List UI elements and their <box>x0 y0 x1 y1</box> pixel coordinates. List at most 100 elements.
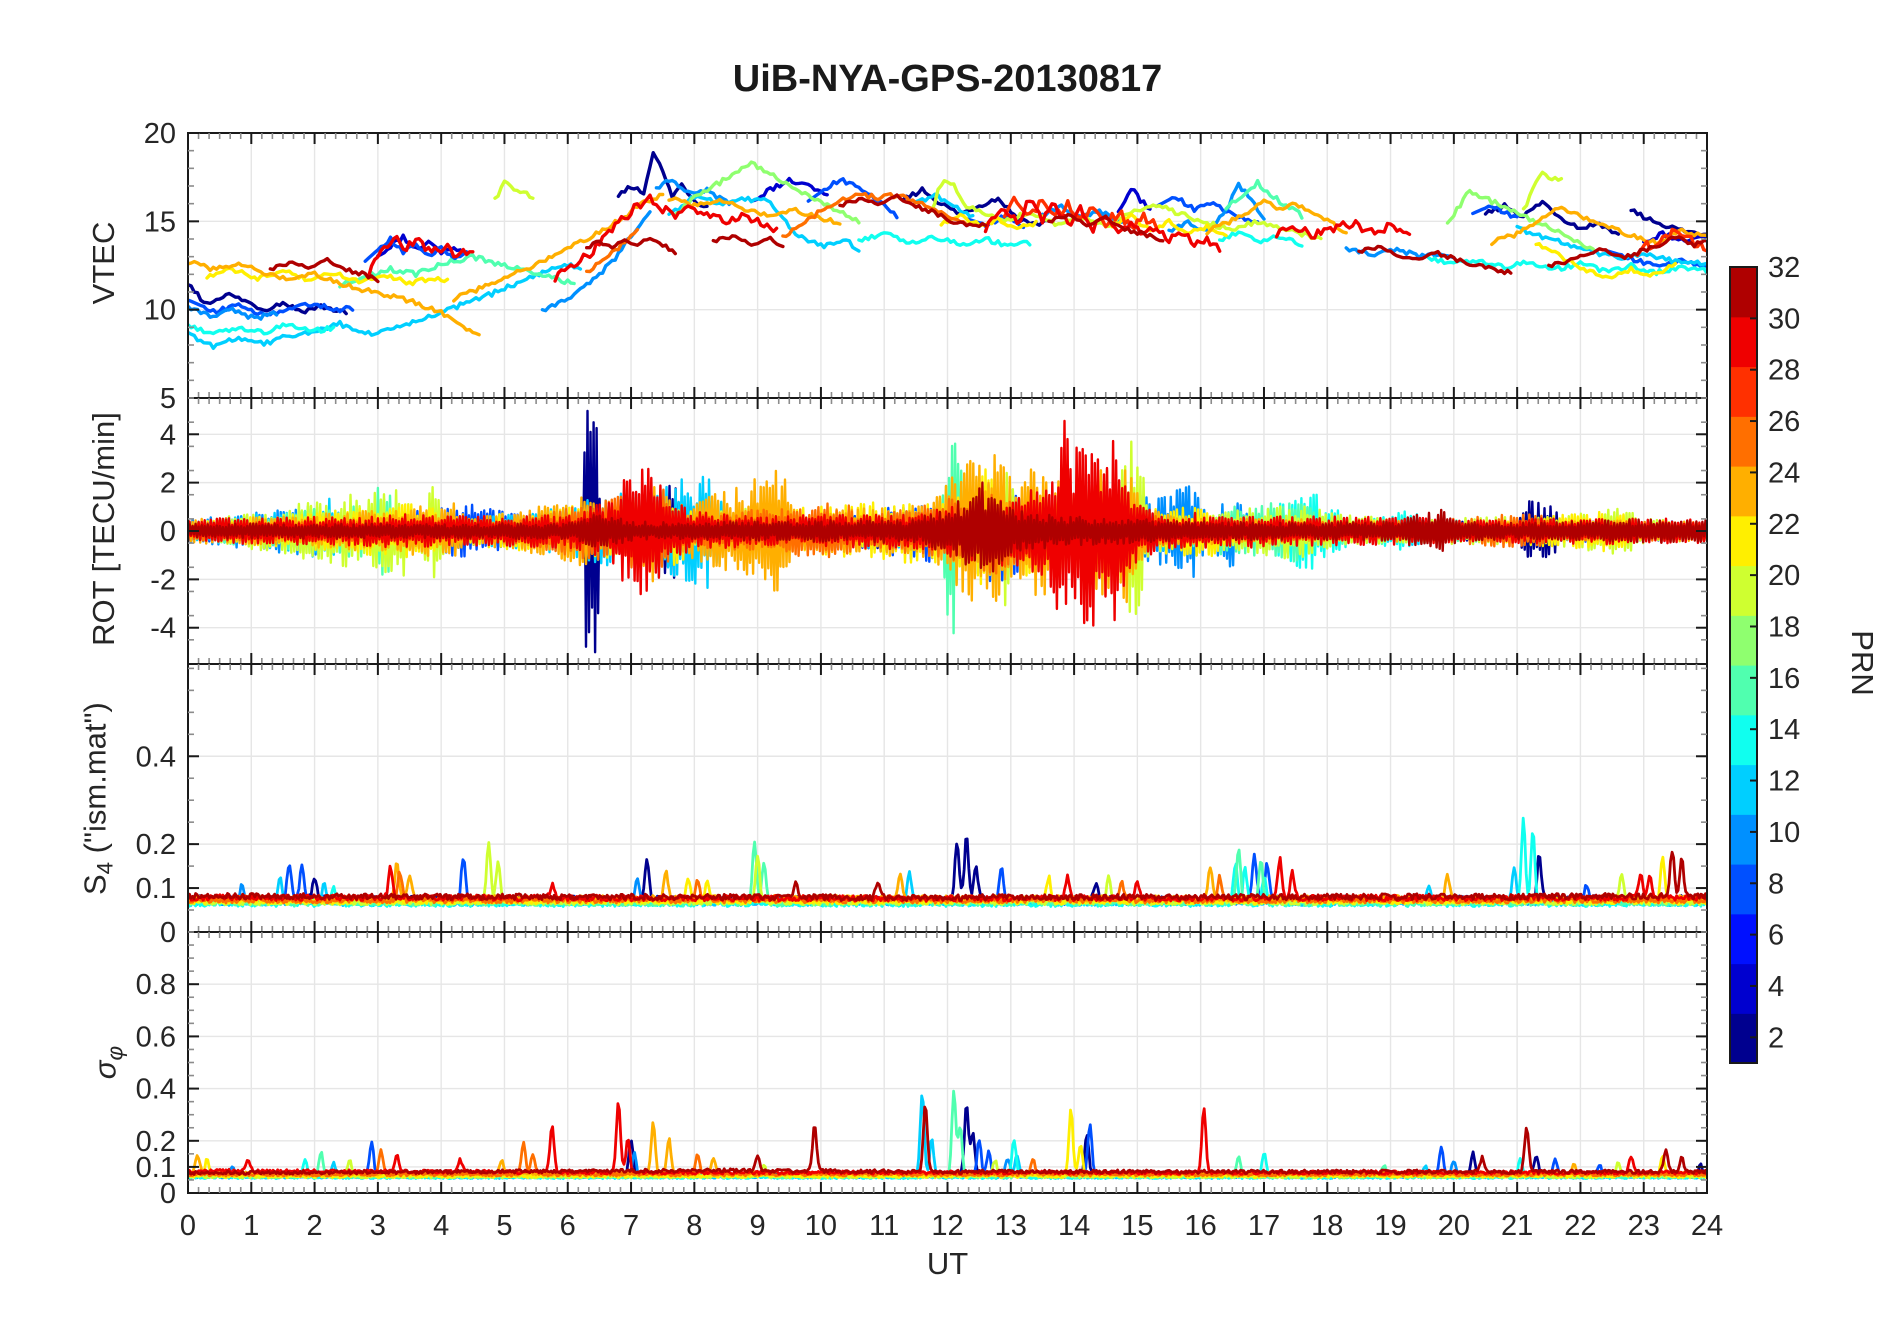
ytick-label: 0.4 <box>136 741 176 773</box>
xtick-label: 5 <box>496 1210 512 1242</box>
series-prn-32 <box>1547 235 1707 269</box>
colorbar-block <box>1730 864 1757 915</box>
series-prn-16 <box>338 253 576 289</box>
series-prn-32 <box>188 481 1707 573</box>
colorbar-tick-label: 24 <box>1768 457 1800 489</box>
series-prn-17 <box>1445 188 1595 251</box>
ytick-label: 0.1 <box>136 873 176 905</box>
colorbar-block <box>1730 316 1757 368</box>
colorbar-tick-label: 26 <box>1768 406 1800 438</box>
panel-S4: 0 0.1 0.2 0.4 <box>136 663 1708 949</box>
ytick-label: 0 <box>160 516 176 548</box>
colorbar-block <box>1730 714 1757 766</box>
series-prn-23 <box>188 259 481 337</box>
colorbar-tick-label: 8 <box>1768 868 1784 900</box>
series-prn-23 <box>1205 198 1348 236</box>
colorbar-block <box>1730 963 1757 1014</box>
ytick-label: 0.1 <box>136 1152 176 1184</box>
ytick-label: 0.4 <box>136 1074 176 1106</box>
series-prn-32 <box>188 1105 1707 1176</box>
panel-ROT: -4 -2 0 2 4 <box>150 397 1708 665</box>
colorbar-tick-label: 18 <box>1768 611 1800 643</box>
xtick-label: 18 <box>1311 1210 1343 1242</box>
series-prn-19 <box>493 179 535 200</box>
series-prn-14 <box>1218 230 1304 248</box>
series-prn-29 <box>553 193 779 283</box>
xtick-label: 20 <box>1438 1210 1470 1242</box>
ytick-label: 15 <box>144 206 176 238</box>
xtick-label: 9 <box>750 1210 766 1242</box>
series-prn-10 <box>654 178 734 207</box>
xtick-label: 21 <box>1501 1210 1533 1242</box>
ytick-label: 2 <box>160 468 176 500</box>
ticks <box>187 397 1707 665</box>
ytick-label: 20 <box>144 118 176 150</box>
colorbar-block <box>1730 764 1757 815</box>
series-prn-19 <box>1521 170 1564 211</box>
xtick-label: 2 <box>307 1210 323 1242</box>
series-group <box>188 1089 1707 1180</box>
ticks <box>187 132 1707 399</box>
colorbar-block <box>1730 416 1757 467</box>
xtick-label: 7 <box>623 1210 639 1242</box>
xtick-label: 0 <box>180 1210 196 1242</box>
series-prn-29 <box>1274 219 1412 240</box>
colorbar-tick-label: 6 <box>1768 920 1784 952</box>
series-group <box>188 816 1707 908</box>
xtick-label: 17 <box>1248 1210 1280 1242</box>
panel-sigma-phi: 00.10.2 0.4 0.6 0.8 <box>136 931 1708 1210</box>
xtick-label: 24 <box>1691 1210 1723 1242</box>
ytick-label: 0.2 <box>136 1126 176 1158</box>
colorbar-block <box>1730 665 1757 716</box>
series-prn-12 <box>667 194 861 253</box>
colorbar-tick-label: 2 <box>1768 1022 1784 1054</box>
xtick-label: 3 <box>370 1210 386 1242</box>
series-prn-21 <box>205 266 450 287</box>
series-prn-32 <box>838 193 988 229</box>
xtick-label: 4 <box>433 1210 449 1242</box>
series-prn-23 <box>667 196 842 226</box>
series-prn-12 <box>914 192 975 219</box>
chart-title: UiB-NYA-GPS-20130817 <box>732 58 1163 100</box>
colorbar-block <box>1730 615 1757 666</box>
ytick-label: 5 <box>160 383 176 415</box>
xtick-label: 11 <box>869 1210 899 1242</box>
colorbar-tick-label: 30 <box>1768 303 1800 335</box>
series-prn-2 <box>901 186 1051 227</box>
series-prn-8 <box>1471 204 1519 219</box>
colorbar-tick-label: 14 <box>1768 714 1800 746</box>
ylabel-sigma-phi: σφ <box>87 1045 128 1080</box>
series-prn-32 <box>1047 212 1165 243</box>
colorbar-block <box>1730 814 1757 865</box>
series-prn-32 <box>188 850 1707 902</box>
xtick-label: 8 <box>686 1210 702 1242</box>
colorbar-tick-label: 32 <box>1768 252 1800 284</box>
colorbar-label-prn: PRN <box>1845 630 1880 696</box>
series-prn-17 <box>673 160 861 225</box>
series-prn-10 <box>1167 181 1266 233</box>
series-prn-4 <box>1116 187 1152 214</box>
series-prn-14 <box>1426 255 1707 277</box>
series-prn-32 <box>711 234 785 249</box>
xtick-label: 23 <box>1628 1210 1660 1242</box>
series-prn-10 <box>188 304 279 321</box>
xtick-label: 15 <box>1121 1210 1153 1242</box>
series-prn-25 <box>781 191 969 239</box>
xtick-labels: 0 1 2 3 4 5 6 7 8 9 10 11 12 13 14 15 16 17 18 19 20 21 22 23 24 <box>180 1210 1723 1242</box>
colorbar-block <box>1730 466 1757 517</box>
series-prn-12 <box>188 262 583 350</box>
series-prn-21 <box>1534 242 1678 280</box>
series-prn-32 <box>585 236 677 256</box>
series-prn-2 <box>1629 208 1707 237</box>
xtick-label: 14 <box>1058 1210 1090 1242</box>
series-group <box>188 409 1707 654</box>
colorbar-tick-label: 12 <box>1768 766 1800 798</box>
ytick-label: 0.8 <box>136 969 176 1001</box>
series-prn-32 <box>268 256 380 284</box>
ytick-label: 0 <box>160 917 176 949</box>
colorbar-tick-label: 4 <box>1768 971 1784 1003</box>
series-prn-4 <box>749 176 829 203</box>
